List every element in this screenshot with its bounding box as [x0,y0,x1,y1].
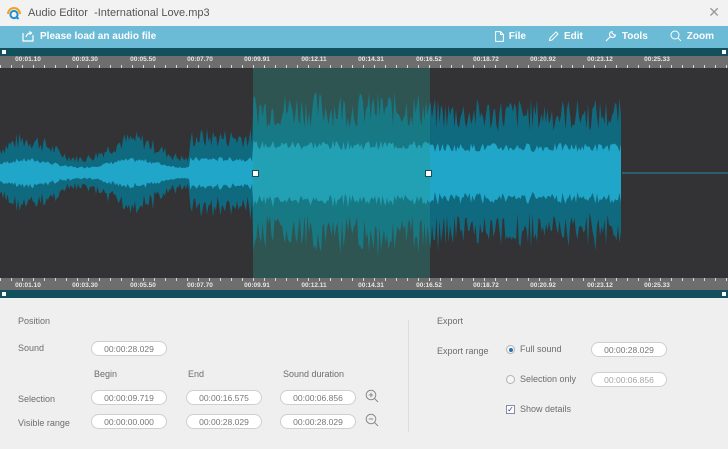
ruler-time-label: 00:23.12 [587,282,613,289]
pencil-icon [548,30,559,41]
zoom-in-icon[interactable] [365,389,379,403]
full-sound-label[interactable]: Full sound [520,344,562,354]
selection-start-handle[interactable] [252,170,259,177]
selection-only-radio[interactable] [506,375,515,384]
toolbar: Please load an audio file File Edit Tool… [0,26,728,48]
selection-label: Selection [18,394,56,404]
show-details-checkbox[interactable]: ✓ [506,405,515,414]
ruler-time-label: 00:18.72 [473,282,499,289]
ruler-time-label: 00:25.33 [644,56,670,63]
top-right-handle[interactable] [722,50,726,54]
search-icon [670,30,682,42]
ruler-time-label: 00:07.70 [187,282,213,289]
waveform-view[interactable] [0,68,728,278]
selection-end-field[interactable] [186,390,262,405]
ruler-time-label: 00:20.92 [530,282,556,289]
selection-only-field[interactable] [591,372,667,387]
visible-range-label: Visible range [18,418,70,428]
full-sound-field[interactable] [591,342,667,357]
ruler-ticks [0,278,728,281]
load-file-icon [22,31,34,42]
title-bar: Audio Editor -International Love.mp3 ✕ [0,0,728,26]
visible-duration-field[interactable] [280,414,356,429]
time-ruler-bottom: 00:01.10 00:03.30 00:05.50 00:07.70 00:09.91… [0,278,728,290]
menu-file[interactable]: File [494,30,526,42]
ruler-time-label: 00:20.92 [530,56,556,63]
ruler-time-label: 00:05.50 [130,56,156,63]
top-scroll-bar[interactable] [0,48,728,56]
bottom-left-handle[interactable] [2,292,6,296]
end-header: End [188,369,205,379]
toolbar-menu: File Edit Tools Zoom [473,30,714,42]
ruler-time-label: 00:14.31 [358,282,384,289]
waveform-graphic [0,91,728,258]
position-title: Position [18,316,51,326]
sound-length-field[interactable] [91,341,167,356]
menu-edit[interactable]: Edit [548,30,583,42]
time-ruler-top: 00:01.10 00:03.30 00:05.50 00:07.70 00:09.91… [0,56,728,68]
export-title: Export [437,316,464,326]
zoom-out-icon[interactable] [365,413,379,427]
panel-divider [408,320,409,432]
export-range-label: Export range [437,346,489,356]
ruler-time-label: 00:14.31 [358,56,384,63]
load-audio-label: Please load an audio file [40,31,157,42]
close-icon[interactable]: ✕ [708,4,720,20]
file-icon [494,30,504,42]
selection-duration-field[interactable] [280,390,356,405]
ruler-time-label: 00:09.91 [244,282,270,289]
visible-begin-field[interactable] [91,414,167,429]
selection-begin-field[interactable] [91,390,167,405]
app-logo-icon [7,7,21,20]
begin-header: Begin [94,369,118,379]
ruler-time-label: 00:05.50 [130,282,156,289]
sound-label: Sound [18,343,45,353]
selection-region[interactable] [253,68,430,278]
wrench-icon [605,30,617,42]
full-sound-radio[interactable] [506,345,515,354]
ruler-ticks [0,65,728,68]
ruler-time-label: 00:18.72 [473,56,499,63]
selection-only-label[interactable]: Selection only [520,374,577,384]
ruler-time-label: 00:25.33 [644,282,670,289]
ruler-time-label: 00:03.30 [72,56,98,63]
ruler-time-label: 00:12.11 [301,282,327,289]
ruler-time-label: 00:12.11 [301,56,327,63]
ruler-time-label: 00:16.52 [416,56,442,63]
bottom-right-handle[interactable] [722,292,726,296]
visible-end-field[interactable] [186,414,262,429]
load-audio-button[interactable]: Please load an audio file [22,31,156,42]
window-title: Audio Editor -International Love.mp3 [28,7,210,19]
top-left-handle[interactable] [2,50,6,54]
show-details-label[interactable]: Show details [520,404,572,414]
ruler-time-label: 00:03.30 [72,282,98,289]
ruler-time-label: 00:16.52 [416,282,442,289]
details-panel: Position Sound Begin End Sound duration … [0,298,728,449]
menu-tools[interactable]: Tools [605,30,648,42]
ruler-time-label: 00:01.10 [15,56,41,63]
menu-zoom[interactable]: Zoom [670,30,714,42]
ruler-time-label: 00:09.91 [244,56,270,63]
ruler-time-label: 00:01.10 [15,282,41,289]
ruler-time-label: 00:07.70 [187,56,213,63]
duration-header: Sound duration [283,369,345,379]
ruler-time-label: 00:23.12 [587,56,613,63]
selection-end-handle[interactable] [425,170,432,177]
bottom-scroll-bar[interactable] [0,290,728,298]
